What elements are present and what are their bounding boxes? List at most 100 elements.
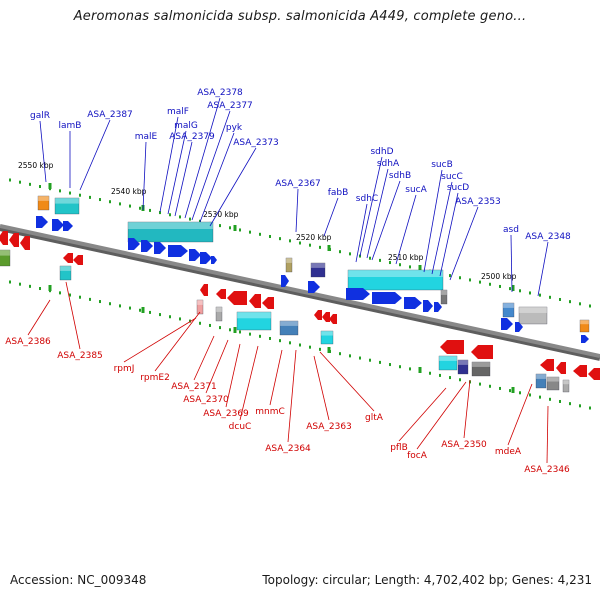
tick-mark [279,237,281,241]
feature-box-shine [216,307,222,312]
tick-mark [109,200,111,204]
forward-gene-arrow [308,281,320,293]
feature-box [562,379,570,393]
kbp-tick-label: 2530 kbp [203,210,239,219]
feature-box [347,269,444,291]
reverse-gene-label: dcuC [229,422,252,432]
reverse-gene-label: ASA_2371 [171,382,217,392]
reverse-gene-arrow [63,253,73,263]
tick-mark [589,304,591,308]
tick-mark [99,198,101,202]
tick-mark [499,386,501,390]
tick-mark [229,328,231,332]
accession-label: Accession: NC_009348 [10,573,147,587]
tick-mark [369,256,371,260]
tick-mark [99,300,101,304]
tick-mark [339,352,341,356]
feature-box-shine [0,250,10,256]
tick-mark [459,378,461,382]
feature-box [579,319,590,333]
tick-mark [349,354,351,358]
tick-mark [69,293,71,297]
forward-gene-arrow [211,256,217,264]
forward-gene-label: asd [503,225,519,235]
feature-box [236,311,272,331]
tick-mark [219,326,221,330]
forward-gene-leader [366,168,389,259]
feature-box-shine [519,307,547,313]
forward-gene-arrow [200,252,212,264]
tick-mark [539,395,541,399]
tick-mark [179,317,181,321]
tick-mark [189,319,191,323]
major-tick-mark [233,225,237,231]
reverse-gene-leader [319,351,375,412]
tick-mark [569,402,571,406]
tick-mark [239,330,241,334]
feature-box [518,306,548,325]
tick-mark [119,202,121,206]
reverse-gene-label: ASA_2386 [5,337,51,347]
forward-gene-label: sdhD [370,147,393,157]
reverse-gene-arrow [249,294,261,308]
forward-gene-label: ASA_2387 [87,110,133,120]
forward-gene-leader [295,188,299,233]
reverse-gene-leader [154,311,201,372]
forward-gene-arrow [189,249,201,261]
tick-mark [399,263,401,267]
kbp-tick-label: 2510 kbp [388,253,424,262]
kbp-tick-label: 2550 kbp [18,161,54,170]
tick-mark [119,304,121,308]
tick-mark [289,341,291,345]
forward-gene-arrow [423,300,433,312]
forward-gene-leader [537,241,549,297]
reverse-gene-arrow [573,365,587,377]
feature-box-shine [128,222,213,229]
forward-gene-arrow [141,240,153,252]
tick-mark [39,185,41,189]
reverse-gene-arrow [262,297,274,309]
tick-mark [349,252,351,256]
forward-gene-leader [191,110,231,221]
forward-gene-arrow [168,245,188,257]
forward-gene-arrow [434,302,442,312]
feature-box-shine [311,263,325,268]
tick-mark [159,211,161,215]
forward-gene-label: sucD [447,183,469,193]
forward-gene-arrow [581,335,589,343]
forward-gene-arrow [52,219,64,231]
tick-mark [309,243,311,247]
tick-mark [149,208,151,212]
reverse-gene-leader [269,349,283,406]
forward-gene-label: fabB [328,188,349,198]
major-tick-mark [141,307,145,313]
major-tick-mark [48,285,52,291]
tick-mark [579,404,581,408]
forward-gene-label: lamB [59,121,82,131]
major-tick-mark [327,347,331,353]
reverse-gene-label: ASA_2370 [183,395,229,405]
tick-mark [589,406,591,410]
tick-mark [129,204,131,208]
tick-mark [559,297,561,301]
reverse-gene-arrow [540,359,554,371]
tick-mark [299,241,301,245]
tick-mark [129,306,131,310]
tick-mark [249,332,251,336]
forward-gene-leader [323,197,339,237]
reverse-gene-arrow [20,236,30,250]
tick-mark [209,323,211,327]
feature-box-shine [280,321,298,326]
major-tick-mark [511,387,515,393]
forward-gene-label: ASA_2378 [197,88,243,98]
tick-mark [409,367,411,371]
forward-gene-leader [184,97,221,219]
tick-mark [319,245,321,249]
reverse-gene-label: ASA_2369 [203,409,249,419]
reverse-gene-arrow [556,362,566,374]
feature-box [546,376,560,391]
feature-box-shine [563,380,569,385]
tick-mark [519,289,521,293]
